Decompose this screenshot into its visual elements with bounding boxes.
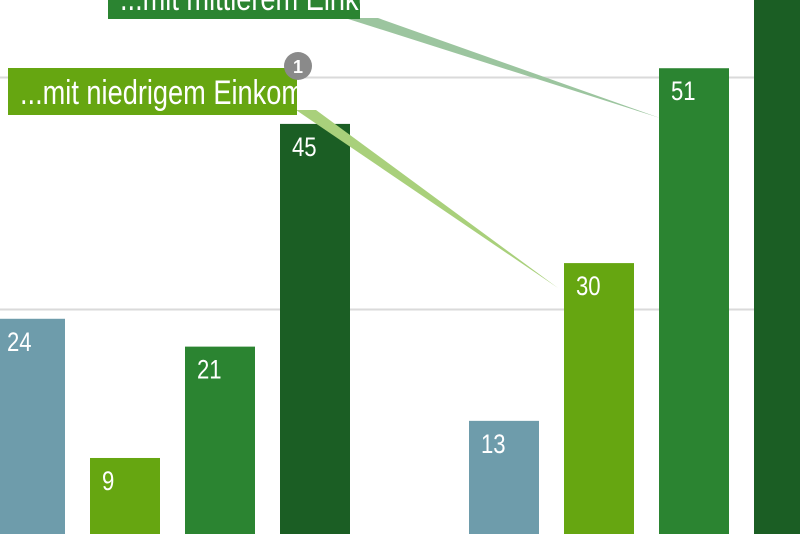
low-income-callout-label: ...mit niedrigem Einkommen xyxy=(20,73,357,112)
bar-value-label: 13 xyxy=(481,430,506,460)
bar-group-2-1 xyxy=(564,263,634,534)
bar-value-label: 51 xyxy=(671,77,696,107)
bar-value-label: 45 xyxy=(292,133,317,163)
bar-group-1-3 xyxy=(280,123,350,534)
bar-group-2-3 xyxy=(754,0,800,534)
bar-group-1-0 xyxy=(0,318,65,534)
mid-income-pointer xyxy=(345,18,660,118)
footnote-badge[interactable] xyxy=(284,52,312,80)
bar-value-label: 9 xyxy=(102,467,114,497)
mid-income-callout-box xyxy=(108,0,360,19)
bar-group-2-2 xyxy=(659,68,729,534)
low-income-pointer xyxy=(296,110,558,288)
bar-group-2-0 xyxy=(469,420,539,534)
mid-income-callout-label: ...mit mittlerem Einkommen xyxy=(120,0,449,18)
bar-value-label: 24 xyxy=(7,328,32,358)
bar-group-1-1 xyxy=(90,457,160,534)
bar-group-1-2 xyxy=(185,346,255,534)
bar-value-label: 21 xyxy=(197,356,222,386)
footnote-badge-number: 1 xyxy=(293,57,303,77)
bar-value-label: 30 xyxy=(576,272,601,302)
low-income-callout-box xyxy=(8,68,297,115)
